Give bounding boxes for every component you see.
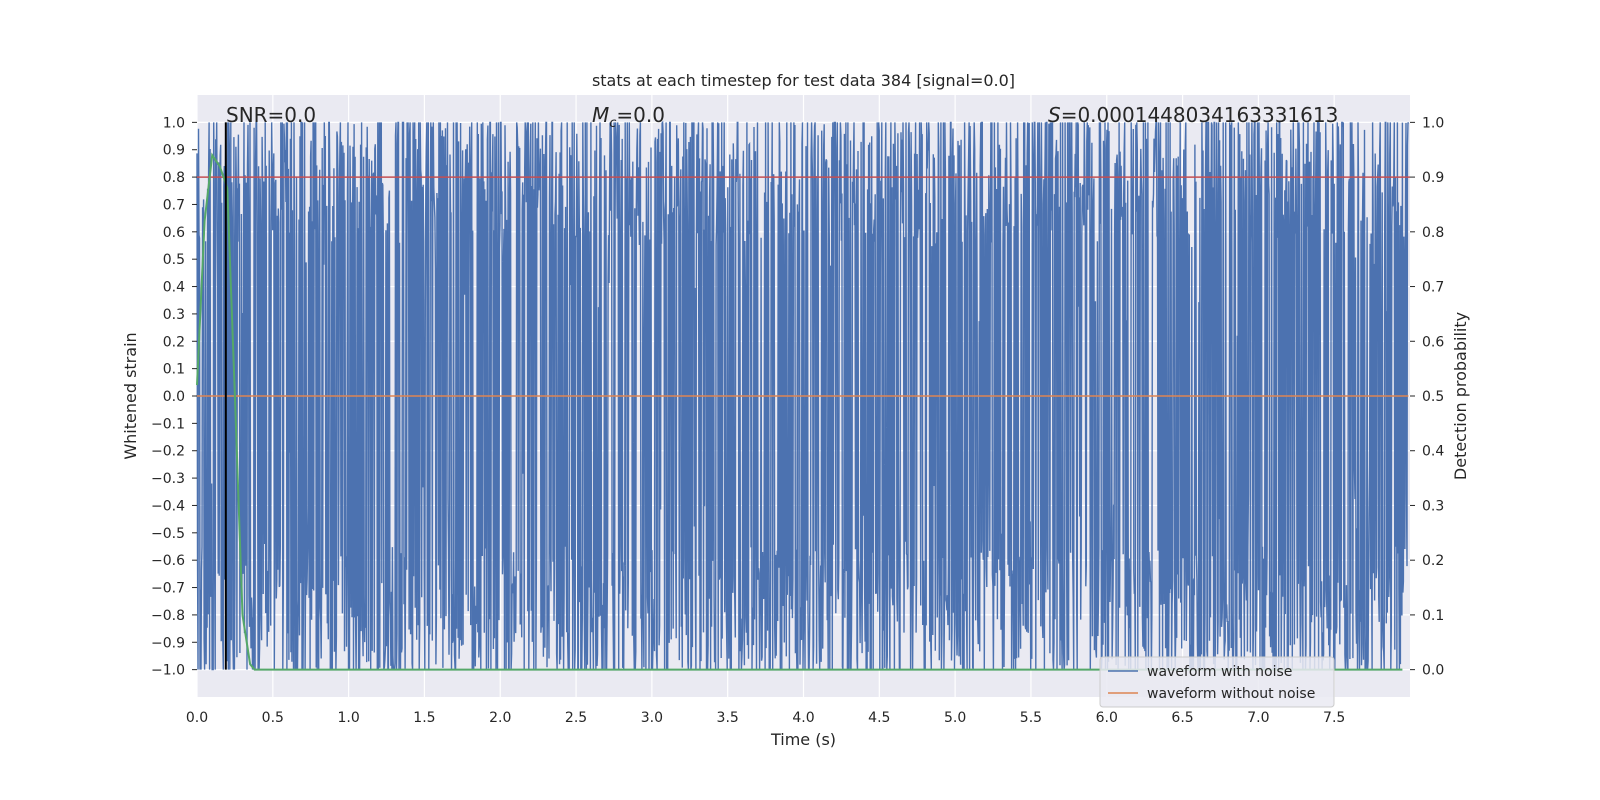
chart-title: stats at each timestep for test data 384… [592, 71, 1015, 90]
x-tick-label: 6.0 [1096, 710, 1118, 726]
y-tick-label: 0.7 [163, 197, 185, 213]
x-tick-label: 3.5 [717, 710, 739, 726]
x-tick-label: 1.5 [413, 710, 435, 726]
y-right-tick-label: 0.9 [1422, 170, 1444, 186]
x-tick-label: 7.0 [1247, 710, 1269, 726]
x-tick-label: 4.5 [868, 710, 890, 726]
y-tick-label: −0.1 [151, 416, 185, 432]
x-tick-label: 7.5 [1323, 710, 1345, 726]
y-right-tick-label: 0.0 [1422, 663, 1444, 679]
y-right-tick-label: 0.1 [1422, 608, 1444, 624]
y-axis-right: 1.0 0.9 0.8 0.7 0.6 0.5 0.4 0.3 0.2 0.1 0.0 [1410, 115, 1444, 679]
x-axis: 0.0 0.5 1.0 1.5 2.0 2.5 3.0 3.5 4.0 4.5 5.0 5.5 6.0 6… [186, 710, 1345, 726]
y-right-tick-label: 0.2 [1422, 553, 1444, 569]
y-tick-label: 0.1 [163, 362, 185, 378]
x-tick-label: 6.5 [1171, 710, 1193, 726]
x-tick-label: 5.0 [944, 710, 966, 726]
x-tick-label: 0.5 [262, 710, 284, 726]
x-tick-label: 1.0 [337, 710, 359, 726]
y-tick-label: 0.9 [163, 143, 185, 159]
y-tick-label: 0.5 [163, 252, 185, 268]
y-axis-right-label: Detection probability [1451, 312, 1470, 480]
y-tick-label: −0.7 [151, 581, 185, 597]
y-tick-label: −0.4 [151, 498, 185, 514]
legend: waveform with noise waveform without noi… [1099, 656, 1335, 708]
y-right-tick-label: 0.6 [1422, 334, 1444, 350]
y-tick-label: 0.8 [163, 170, 185, 186]
y-tick-label: −0.9 [151, 635, 185, 651]
y-tick-label: 0.2 [163, 334, 185, 350]
y-tick-label: −1.0 [151, 663, 185, 679]
x-tick-label: 2.0 [489, 710, 511, 726]
y-tick-label: −0.2 [151, 444, 185, 460]
y-tick-label: 0.0 [163, 389, 185, 405]
y-axis-left: 1.0 0.9 0.8 0.7 0.6 0.5 0.4 0.3 0.2 0.1 0.0 −0.1 −0.… [151, 115, 197, 679]
y-right-tick-label: 0.4 [1422, 444, 1444, 460]
y-tick-label: −0.5 [151, 526, 185, 542]
x-axis-label: Time (s) [770, 730, 836, 749]
y-right-tick-label: 0.7 [1422, 280, 1444, 296]
legend-box [1099, 656, 1335, 708]
y-tick-label: 0.6 [163, 225, 185, 241]
x-tick-label: 0.0 [186, 710, 208, 726]
y-axis-label: Whitened strain [121, 332, 140, 459]
annotation-chirp-mass: Mc=0.0 [592, 103, 665, 131]
y-right-tick-label: 0.8 [1422, 225, 1444, 241]
y-right-tick-label: 0.5 [1422, 389, 1444, 405]
annotation-snr: SNR=0.0 [226, 103, 316, 127]
y-tick-label: −0.3 [151, 471, 185, 487]
x-tick-label: 3.0 [641, 710, 663, 726]
y-right-tick-label: 1.0 [1422, 115, 1444, 131]
y-right-tick-label: 0.3 [1422, 498, 1444, 514]
y-tick-label: −0.6 [151, 553, 185, 569]
y-tick-label: −0.8 [151, 608, 185, 624]
y-tick-label: 0.4 [163, 280, 185, 296]
y-tick-label: 1.0 [163, 115, 185, 131]
legend-label-waveform-with-noise: waveform with noise [1147, 664, 1292, 680]
series-detection-probability [196, 152, 1403, 671]
y-tick-label: 0.3 [163, 307, 185, 323]
x-tick-label: 4.0 [792, 710, 814, 726]
annotation-s: S=0.0001448034163331613 [1048, 103, 1338, 127]
x-tick-label: 5.5 [1020, 710, 1042, 726]
legend-label-waveform-without-noise: waveform without noise [1147, 686, 1315, 702]
x-tick-label: 2.5 [565, 710, 587, 726]
